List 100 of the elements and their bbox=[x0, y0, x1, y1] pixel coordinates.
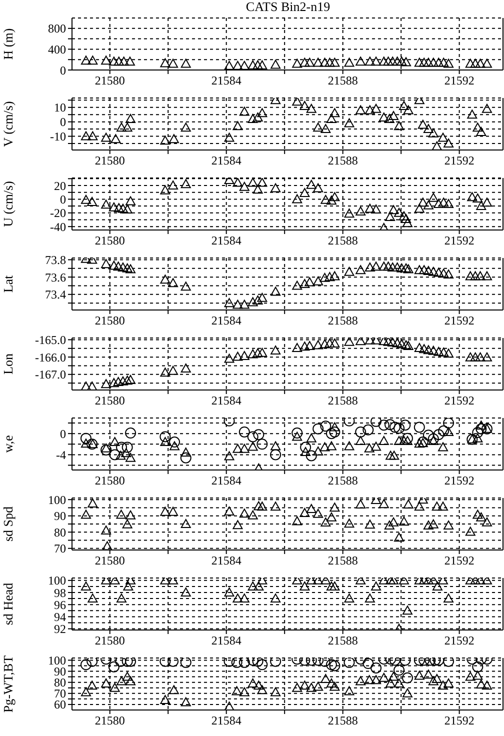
point bbox=[160, 658, 171, 667]
point bbox=[312, 423, 324, 434]
y-tick-label: 70 bbox=[54, 542, 66, 556]
point bbox=[160, 431, 171, 442]
point bbox=[356, 436, 366, 445]
point bbox=[330, 502, 340, 512]
point bbox=[414, 438, 424, 448]
point bbox=[160, 368, 170, 377]
point bbox=[330, 581, 340, 590]
point bbox=[324, 338, 335, 348]
point bbox=[344, 658, 355, 668]
point bbox=[414, 265, 424, 274]
y-tick-label: 0 bbox=[60, 115, 66, 130]
point bbox=[432, 141, 442, 150]
point bbox=[401, 340, 412, 350]
point bbox=[330, 338, 340, 348]
x-tick-label: 21592 bbox=[444, 474, 474, 488]
point bbox=[320, 124, 331, 134]
point bbox=[398, 516, 409, 526]
point bbox=[438, 425, 450, 436]
point bbox=[482, 198, 492, 207]
point bbox=[123, 581, 134, 590]
point bbox=[160, 274, 170, 284]
point bbox=[326, 441, 336, 450]
point bbox=[378, 436, 389, 445]
point bbox=[80, 659, 92, 670]
point bbox=[224, 451, 234, 460]
point bbox=[248, 349, 258, 358]
y-tick-label: 0 bbox=[60, 63, 66, 78]
point bbox=[326, 581, 336, 590]
y-axis-title: U (cm/s) bbox=[0, 181, 16, 227]
point bbox=[126, 196, 136, 206]
point bbox=[248, 178, 258, 187]
point bbox=[270, 449, 282, 460]
point bbox=[122, 442, 133, 453]
point bbox=[438, 198, 449, 207]
point bbox=[304, 277, 315, 286]
point bbox=[247, 431, 258, 442]
point bbox=[270, 345, 281, 354]
point bbox=[101, 526, 112, 534]
point bbox=[300, 508, 310, 517]
point bbox=[371, 675, 382, 684]
point bbox=[232, 178, 243, 187]
point bbox=[320, 420, 332, 432]
point bbox=[476, 126, 486, 136]
point bbox=[232, 594, 243, 603]
point bbox=[122, 376, 132, 385]
point bbox=[168, 685, 179, 694]
y-tick-label: 400 bbox=[48, 42, 66, 56]
point bbox=[116, 594, 127, 603]
point bbox=[300, 100, 310, 110]
point bbox=[238, 658, 250, 668]
point bbox=[476, 680, 486, 689]
y-axis-title: w,e bbox=[0, 434, 16, 453]
point bbox=[470, 271, 480, 280]
point bbox=[168, 180, 178, 190]
point bbox=[329, 426, 340, 438]
point bbox=[403, 500, 414, 508]
point bbox=[252, 295, 263, 304]
point bbox=[125, 658, 136, 667]
point bbox=[232, 300, 243, 309]
point bbox=[330, 422, 340, 432]
y-tick-label: 10 bbox=[54, 100, 66, 115]
x-tick-label: 21592 bbox=[444, 554, 474, 568]
y-tick-label: -20 bbox=[50, 206, 66, 220]
point bbox=[384, 419, 396, 430]
x-tick-label: 21584 bbox=[211, 314, 242, 328]
point bbox=[482, 104, 492, 113]
x-tick-label: 21592 bbox=[444, 634, 474, 648]
point bbox=[300, 581, 310, 590]
point bbox=[472, 427, 484, 438]
point bbox=[475, 271, 486, 280]
point bbox=[470, 352, 480, 362]
point bbox=[180, 697, 191, 706]
point bbox=[80, 438, 91, 448]
point bbox=[423, 200, 434, 210]
point bbox=[270, 183, 281, 192]
point bbox=[180, 179, 191, 188]
point bbox=[428, 346, 438, 355]
x-tick-label: 21584 bbox=[211, 554, 242, 568]
chart-title: CATS Bin2-n19 bbox=[244, 0, 332, 14]
point bbox=[224, 658, 235, 667]
y-axis-title: Lon bbox=[0, 353, 16, 374]
point bbox=[432, 502, 442, 511]
x-tick-label: 21580 bbox=[94, 714, 125, 728]
x-tick-label: 21588 bbox=[328, 314, 358, 328]
point bbox=[232, 121, 243, 130]
point bbox=[101, 379, 112, 388]
y-axis-title: Lat bbox=[0, 274, 16, 293]
y-tick-label: 73.6 bbox=[45, 270, 66, 284]
point bbox=[239, 444, 250, 453]
point bbox=[248, 114, 258, 123]
point bbox=[423, 124, 434, 134]
point bbox=[402, 672, 413, 684]
point bbox=[394, 664, 405, 676]
point bbox=[394, 121, 404, 130]
point bbox=[292, 343, 302, 352]
point bbox=[392, 262, 402, 272]
point bbox=[401, 263, 412, 272]
point bbox=[80, 131, 91, 140]
